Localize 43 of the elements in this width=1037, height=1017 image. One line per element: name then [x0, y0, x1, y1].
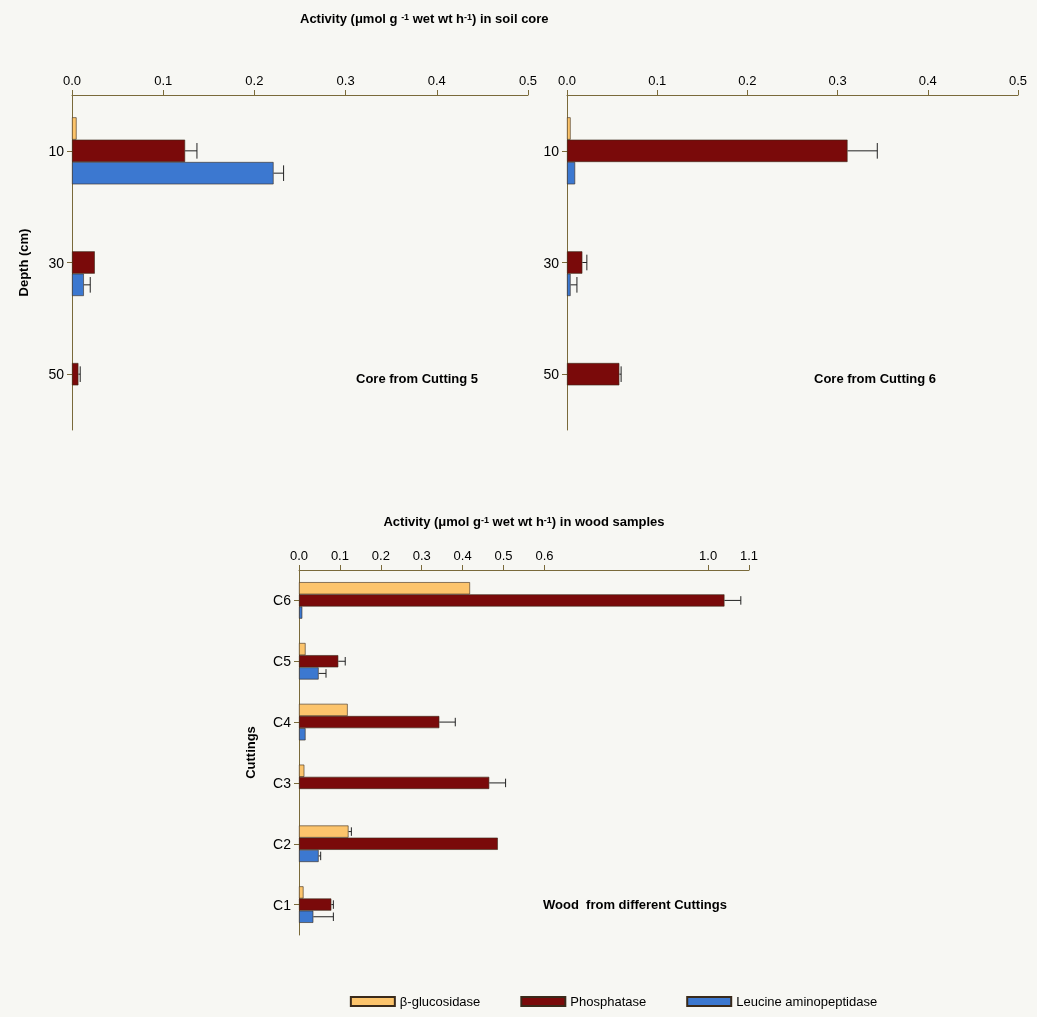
y-tick-label: C2	[273, 835, 292, 852]
x-tick-label: 0.3	[336, 73, 355, 88]
annotation: Wood from different Cuttings	[543, 897, 727, 912]
annotation: Core from Cutting 5	[356, 371, 479, 386]
y-tick-label: 50	[48, 366, 65, 383]
y-tick-label: C5	[273, 653, 292, 670]
legend-label: Leucine aminopeptidase	[736, 994, 878, 1009]
y-tick-label: 30	[48, 254, 65, 271]
x-tick-label: 0.4	[427, 73, 446, 88]
x-tick-label: 0.3	[828, 73, 847, 88]
x-tick-label: 0.3	[412, 548, 431, 563]
x-tick-label: 0.5	[518, 73, 538, 88]
bar	[72, 363, 79, 386]
x-tick-label: 0.2	[371, 548, 390, 563]
y-axis-title: Depth (cm)	[16, 228, 31, 297]
x-tick-label: 0.1	[330, 548, 349, 563]
y-tick-label: C4	[273, 714, 292, 731]
y-tick-label: 10	[48, 142, 65, 159]
y-tick-label: 30	[543, 254, 560, 271]
x-tick-label: 0.5	[494, 548, 513, 563]
x-tick-label: 0.0	[62, 73, 82, 88]
y-tick-label: C6	[273, 592, 292, 609]
x-tick-label: 0.6	[535, 548, 554, 563]
y-tick-label: C3	[273, 774, 292, 791]
x-tick-label: 0.1	[648, 73, 667, 88]
legend-label: Phosphatase	[570, 994, 647, 1009]
bar	[567, 363, 620, 386]
y-axis-title: Cuttings	[243, 726, 258, 779]
y-tick-label: 50	[543, 366, 560, 383]
x-tick-label: 0.4	[918, 73, 937, 88]
x-tick-label: 1.1	[739, 548, 759, 563]
x-tick-label: 0.4	[453, 548, 472, 563]
x-tick-label: 1.0	[699, 548, 718, 563]
x-tick-label: 0.0	[289, 548, 309, 563]
x-tick-label: 0.5	[1008, 73, 1028, 88]
y-tick-label: C1	[273, 896, 292, 913]
legend-label: β-glucosidase	[399, 994, 481, 1009]
x-tick-label: 0.1	[154, 73, 173, 88]
y-tick-label: 10	[543, 142, 560, 159]
x-tick-label: 0.2	[738, 73, 757, 88]
annotation: Core from Cutting 6	[814, 371, 937, 386]
x-tick-label: 0.2	[245, 73, 264, 88]
x-tick-label: 0.0	[557, 73, 577, 88]
